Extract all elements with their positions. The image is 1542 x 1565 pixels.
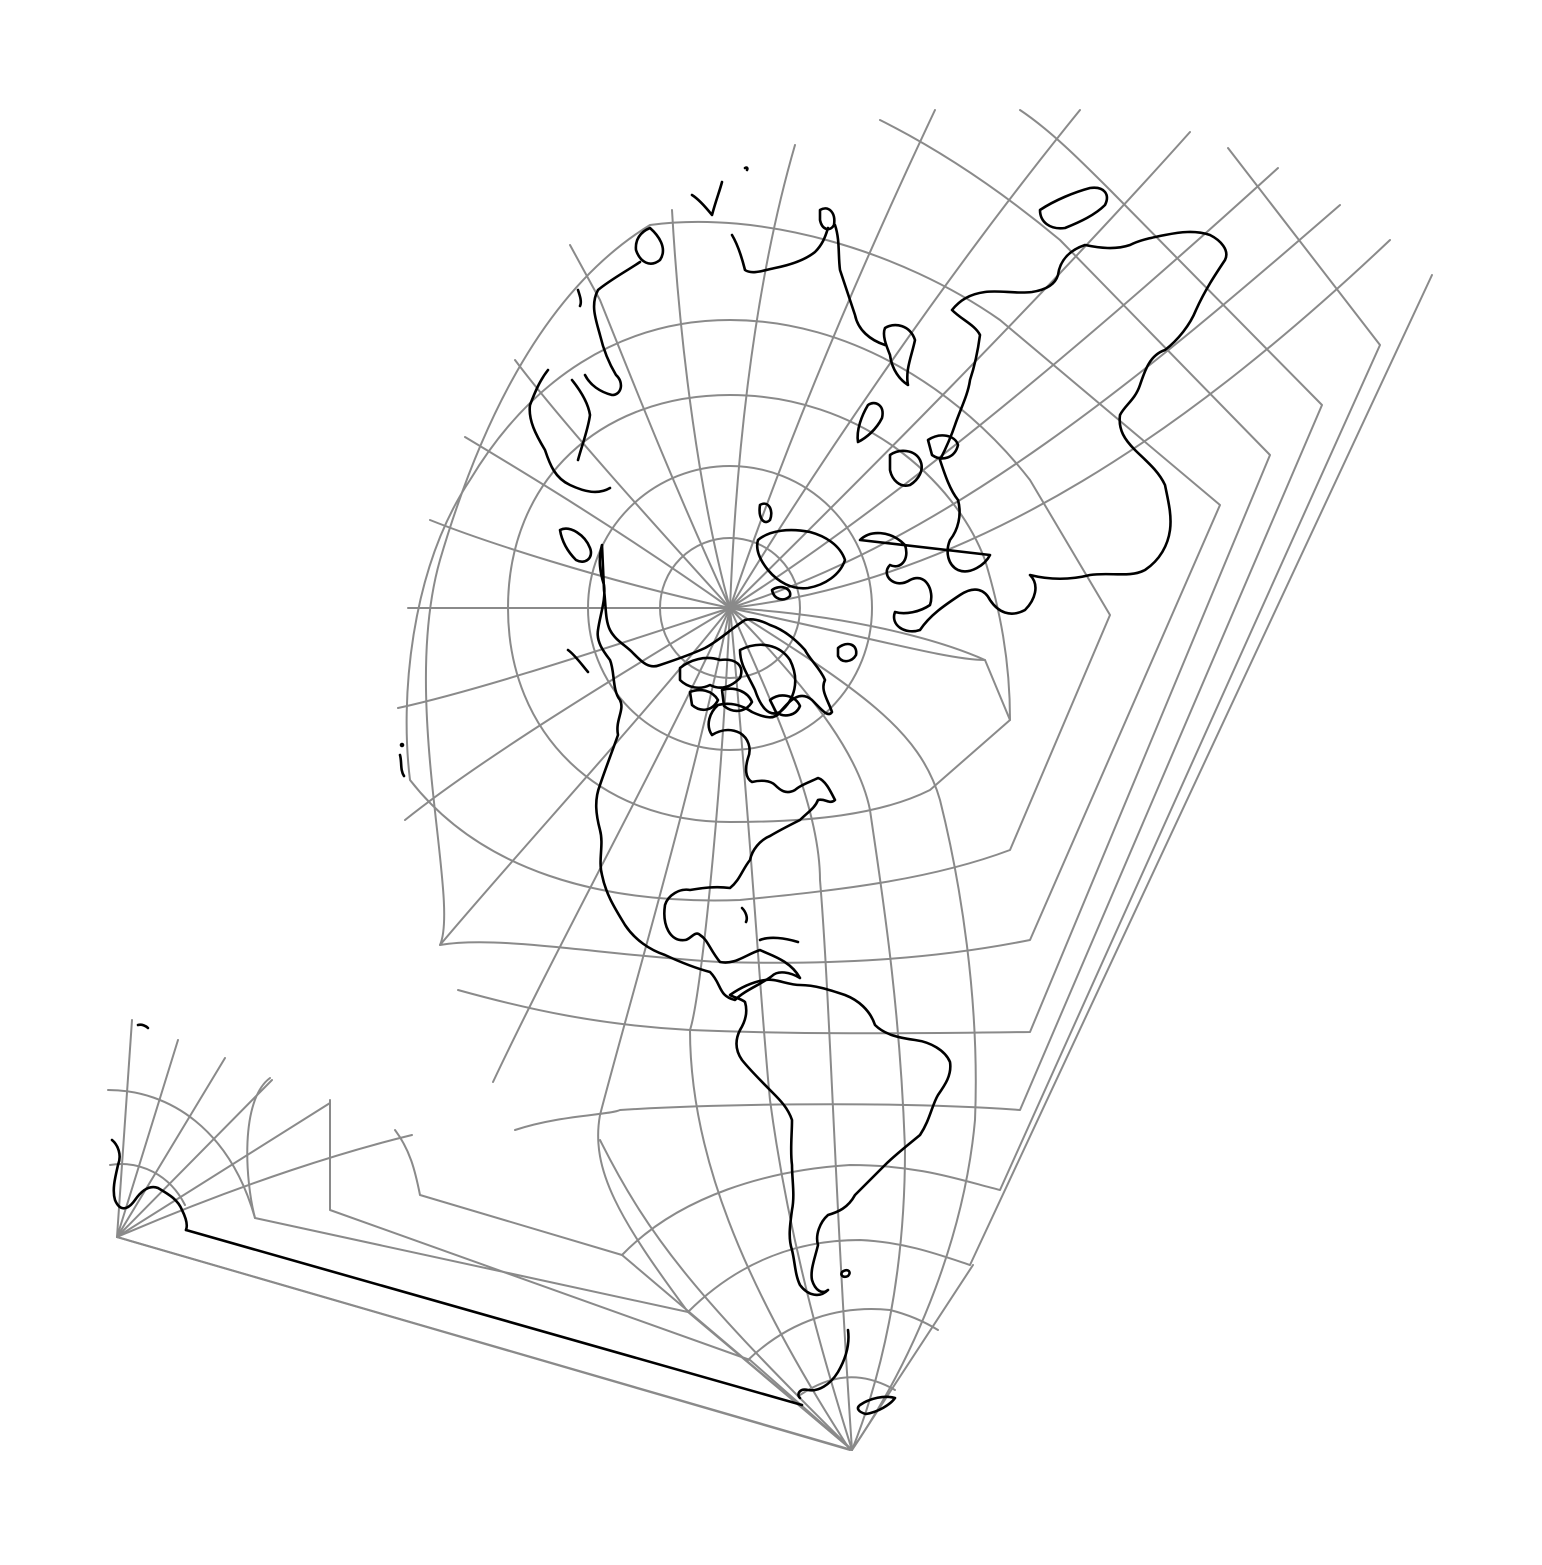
east-asia-coast [690, 180, 830, 274]
kamchatka-2 [570, 378, 592, 462]
graticule-line [394, 1129, 853, 1451]
graticule-line [492, 607, 731, 1083]
graticule-line [729, 131, 1191, 609]
british-isles [926, 434, 960, 460]
graticule-line [116, 1236, 851, 1451]
graticule-line [729, 167, 1279, 609]
graticule-line [729, 239, 1391, 609]
graticule-line [729, 607, 906, 1451]
island-top [743, 166, 749, 172]
alaska-west [634, 226, 665, 265]
baffin-island [738, 643, 797, 715]
scandinavia [888, 449, 923, 487]
graticule-line [116, 1102, 331, 1238]
antarctic-island [136, 1023, 150, 1030]
falklands [840, 1269, 851, 1279]
latitude-ring-0 [687, 274, 1433, 1313]
graticule-line [689, 607, 851, 1451]
graticule-line [514, 359, 731, 609]
graticule-line [116, 1079, 273, 1238]
latitude-ring-30 [457, 119, 1271, 1035]
latitude-circles [405, 109, 1433, 1396]
graticule-line [729, 607, 977, 1451]
vancouver-island [566, 648, 590, 674]
chukotka [528, 368, 612, 494]
antarctic-fan [107, 1019, 851, 1451]
hudson-bay [768, 694, 802, 717]
hispaniola [740, 906, 749, 924]
kamchatka [818, 207, 836, 231]
graticule-line [397, 607, 731, 709]
graticule-line [729, 144, 796, 609]
graticule-line [729, 109, 936, 609]
graticule-line [729, 607, 853, 1451]
japan-islands [1038, 186, 1109, 230]
coastlines [110, 166, 1228, 1416]
antarctica-south-2 [856, 1395, 897, 1416]
graticule-line [429, 519, 731, 609]
arctic-island-2 [688, 688, 720, 711]
meridians-south [116, 1077, 974, 1451]
graticule-line [729, 607, 1011, 721]
graticule [107, 109, 1433, 1451]
graticule-line [729, 607, 986, 661]
graticule-line [671, 209, 731, 609]
graticule-line [116, 1019, 133, 1238]
aleutians [576, 288, 583, 308]
latitude-ring-50 [405, 319, 1111, 902]
graticule-line [404, 607, 731, 821]
hawaii [398, 753, 406, 778]
graticule-line [107, 1089, 256, 1219]
meridians-north [397, 109, 1391, 1451]
graticule-line [464, 436, 731, 609]
newfoundland [836, 642, 858, 663]
latitude-ring-70 [587, 465, 873, 751]
south-america-coast [728, 978, 952, 1297]
iceland [770, 585, 792, 601]
graticule-line [729, 204, 1341, 609]
graticule-line [116, 1057, 226, 1238]
latitude-ring-60 [507, 394, 1011, 823]
graticule-line [729, 109, 1081, 609]
north-america-coast [594, 543, 837, 1002]
svalbard [758, 502, 773, 524]
eurasia-coast [858, 230, 1228, 633]
cuba [758, 936, 800, 944]
siberia-north [833, 223, 887, 347]
taymyr [882, 323, 917, 387]
alaska-peninsula [583, 260, 642, 397]
graticule-line [599, 1139, 853, 1451]
graticule-line [729, 607, 853, 1451]
antarctica-west [110, 1138, 189, 1232]
graticule-line [116, 1039, 179, 1238]
antarctica-south [797, 1328, 850, 1400]
graticule-line [569, 244, 731, 609]
hawaii-dot [399, 742, 405, 748]
graticule-line [116, 1134, 413, 1238]
antarctica-west-edge [184, 1228, 804, 1407]
greenland-coast [755, 528, 847, 590]
arctic-island-3 [720, 687, 754, 713]
alaska-coast [558, 527, 593, 563]
arctic-islands [678, 656, 743, 690]
latitude-ring-10 [621, 147, 1381, 1256]
graticule-line [851, 1264, 974, 1451]
graticule-line [597, 607, 731, 1313]
novaya-zemlya [856, 401, 884, 444]
